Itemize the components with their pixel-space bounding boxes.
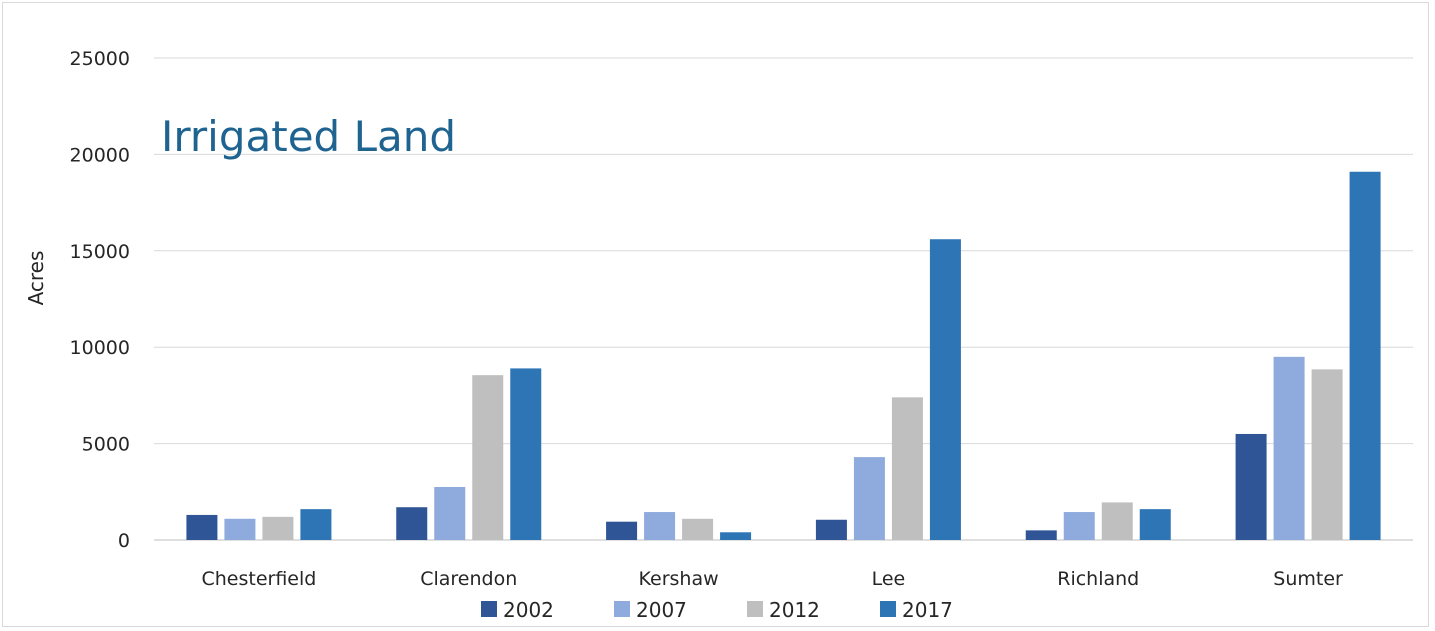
- x-tick-label: Sumter: [1273, 568, 1343, 590]
- legend-swatch-2002: [481, 601, 497, 617]
- x-tick-label: Chesterfield: [201, 568, 316, 590]
- gridlines: [154, 57, 1413, 541]
- legend-label-2017: 2017: [902, 598, 953, 622]
- bar-kershaw-2012: [682, 518, 714, 540]
- legend-label-2012: 2012: [769, 598, 820, 622]
- y-tick-label: 20000: [70, 144, 130, 166]
- bar-clarendon-2017: [510, 368, 542, 540]
- x-axis-ticks: Chesterfield Clarendon Kershaw Lee Richland S…: [201, 568, 1343, 590]
- bar-clarendon-2002: [396, 507, 428, 540]
- bar-lee-2002: [815, 519, 847, 540]
- bar-clarendon-2007: [434, 486, 466, 540]
- y-axis-title: Acres: [24, 251, 48, 306]
- x-tick-label: Kershaw: [639, 568, 719, 590]
- bar-clarendon-2012: [472, 375, 504, 540]
- bars: [186, 171, 1381, 540]
- legend: 2002 2007 2012 2017: [481, 598, 953, 622]
- y-axis-ticks: 0 5000 10000 15000 20000 25000: [70, 48, 130, 552]
- bar-sumter-2017: [1349, 171, 1381, 540]
- legend-swatch-2007: [614, 601, 630, 617]
- x-tick-label: Lee: [872, 568, 906, 590]
- bar-richland-2007: [1063, 512, 1095, 540]
- bar-kershaw-2002: [606, 521, 638, 540]
- y-tick-label: 15000: [70, 241, 130, 263]
- x-tick-label: Richland: [1057, 568, 1139, 590]
- bar-kershaw-2007: [644, 512, 676, 540]
- bar-lee-2007: [853, 457, 885, 540]
- bar-sumter-2012: [1311, 369, 1343, 540]
- y-tick-label: 5000: [82, 434, 130, 456]
- bar-chesterfield-2007: [224, 518, 256, 540]
- bar-sumter-2002: [1235, 433, 1267, 540]
- legend-label-2002: 2002: [503, 598, 554, 622]
- bar-richland-2017: [1139, 509, 1171, 540]
- x-tick-label: Clarendon: [420, 568, 517, 590]
- legend-swatch-2012: [747, 601, 763, 617]
- bar-lee-2012: [891, 397, 923, 540]
- bar-lee-2017: [929, 239, 961, 540]
- bar-richland-2002: [1025, 530, 1057, 540]
- y-tick-label: 10000: [70, 337, 130, 359]
- legend-swatch-2017: [880, 601, 896, 617]
- bar-chesterfield-2017: [300, 509, 332, 540]
- legend-label-2007: 2007: [636, 598, 687, 622]
- y-tick-label: 25000: [70, 48, 130, 70]
- chart-title: Irrigated Land: [161, 112, 456, 161]
- bar-chesterfield-2012: [262, 516, 294, 540]
- bar-sumter-2007: [1273, 356, 1305, 540]
- bar-kershaw-2017: [720, 532, 752, 540]
- bar-chesterfield-2002: [186, 514, 218, 540]
- bar-richland-2012: [1101, 502, 1133, 540]
- bar-chart: 0 5000 10000 15000 20000 25000 Chesterfield Cl…: [24, 48, 1413, 622]
- y-tick-label: 0: [118, 530, 130, 552]
